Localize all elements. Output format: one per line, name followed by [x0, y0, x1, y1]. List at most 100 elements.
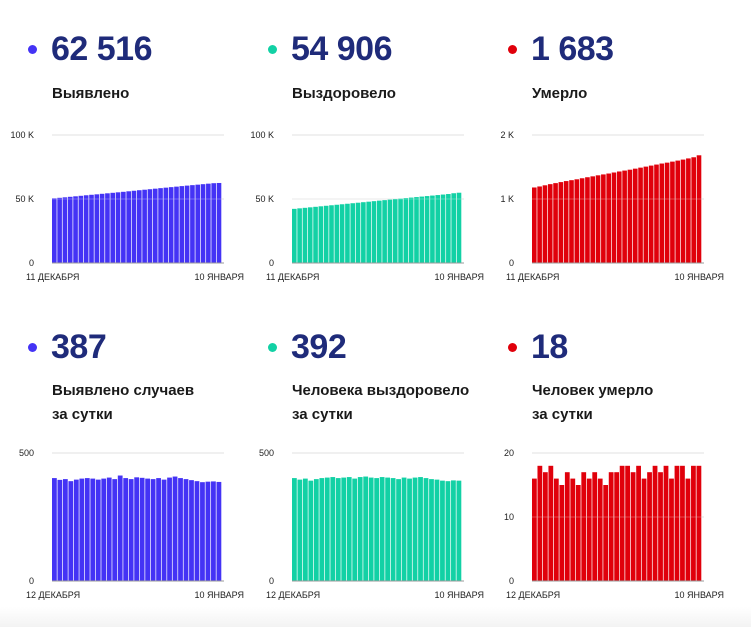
bar — [632, 168, 638, 263]
bar — [553, 183, 558, 263]
bar — [302, 478, 308, 581]
bar — [73, 196, 78, 263]
detected-daily-label: Выявлено случаев за сутки — [52, 382, 195, 423]
bar — [658, 472, 663, 581]
bar — [574, 179, 580, 263]
bar — [324, 477, 330, 581]
bar — [62, 197, 68, 263]
bar — [78, 195, 84, 263]
x-end-label: 10 ЯНВАРЯ — [674, 272, 724, 282]
bar — [339, 204, 345, 263]
bar — [67, 196, 73, 263]
bar — [643, 166, 649, 263]
bar — [335, 478, 341, 581]
detected-total-number: 62 516 — [22, 30, 153, 69]
bar — [563, 181, 569, 263]
bar — [292, 208, 297, 263]
bar — [592, 472, 598, 581]
recovered-daily-chart: 0 500 12 ДЕКАБРЯ 10 ЯНВАРЯ — [259, 448, 484, 600]
bar — [115, 192, 121, 263]
bar — [553, 478, 559, 581]
bar — [350, 203, 356, 263]
bar — [145, 478, 151, 581]
bar — [319, 478, 325, 581]
bar — [361, 202, 366, 263]
red-dot-icon — [508, 343, 517, 352]
bar — [581, 472, 587, 581]
bar — [366, 201, 371, 263]
bar — [686, 158, 691, 263]
recovered-daily-label: Человека выздоровело за сутки — [292, 382, 470, 423]
bar — [696, 465, 702, 581]
bar — [423, 478, 429, 581]
x-end-label: 10 ЯНВАРЯ — [434, 272, 484, 282]
bar — [614, 472, 620, 581]
teal-dot-icon — [268, 45, 277, 54]
bar — [117, 475, 123, 581]
bar — [377, 200, 382, 263]
bar — [106, 477, 112, 581]
bar — [142, 189, 147, 263]
bar — [363, 476, 369, 581]
bar — [211, 183, 216, 263]
bar — [200, 184, 206, 263]
bar — [184, 185, 190, 263]
bar — [435, 195, 441, 263]
bottom-fade — [0, 607, 751, 627]
bar — [57, 479, 63, 581]
bar — [691, 157, 696, 263]
bar — [84, 478, 90, 581]
bar — [179, 186, 185, 263]
x-start-label: 11 ДЕКАБРЯ — [506, 272, 559, 282]
bar — [636, 465, 641, 581]
y-tick-label: 100 K — [250, 130, 274, 140]
red-dot-icon — [508, 45, 517, 54]
detected-total-chart: 0 50 K 100 K 11 ДЕКАБРЯ 10 ЯНВАРЯ — [10, 130, 244, 282]
bar — [606, 173, 611, 263]
bar — [101, 478, 107, 581]
bar — [419, 196, 425, 263]
bar — [670, 161, 675, 263]
bar — [89, 194, 94, 263]
bar — [73, 479, 79, 581]
bar — [585, 177, 590, 263]
bar — [434, 479, 440, 581]
x-end-label: 10 ЯНВАРЯ — [674, 590, 724, 600]
bar — [297, 479, 303, 581]
bar — [83, 195, 89, 263]
bar — [168, 187, 174, 263]
bar — [62, 479, 68, 581]
bar — [414, 197, 419, 263]
bar — [630, 472, 636, 581]
recovered-total-label: Выздоровело — [292, 85, 396, 102]
bar — [569, 180, 574, 263]
y-tick-label: 500 — [19, 448, 34, 458]
bar — [542, 185, 548, 263]
bar — [590, 176, 596, 263]
bar — [112, 479, 118, 581]
bar — [216, 182, 222, 263]
bar — [68, 481, 74, 581]
bar — [94, 194, 100, 263]
bar — [307, 207, 313, 263]
bar — [352, 478, 358, 581]
bar — [622, 170, 627, 263]
y-tick-label: 10 — [504, 512, 514, 522]
bar — [446, 194, 451, 263]
bar — [559, 485, 565, 581]
bar — [178, 478, 183, 581]
bar — [601, 174, 606, 263]
bar — [206, 183, 211, 263]
bar — [675, 160, 681, 263]
bar — [638, 167, 643, 263]
bar — [451, 480, 456, 581]
y-tick-label: 0 — [29, 258, 34, 268]
bar — [131, 190, 137, 263]
bar — [158, 188, 163, 263]
bar — [126, 191, 131, 263]
y-tick-label: 50 K — [15, 194, 34, 204]
bar — [532, 478, 537, 581]
bar — [440, 480, 445, 581]
teal-dot-icon — [268, 343, 277, 352]
bar — [390, 478, 396, 581]
